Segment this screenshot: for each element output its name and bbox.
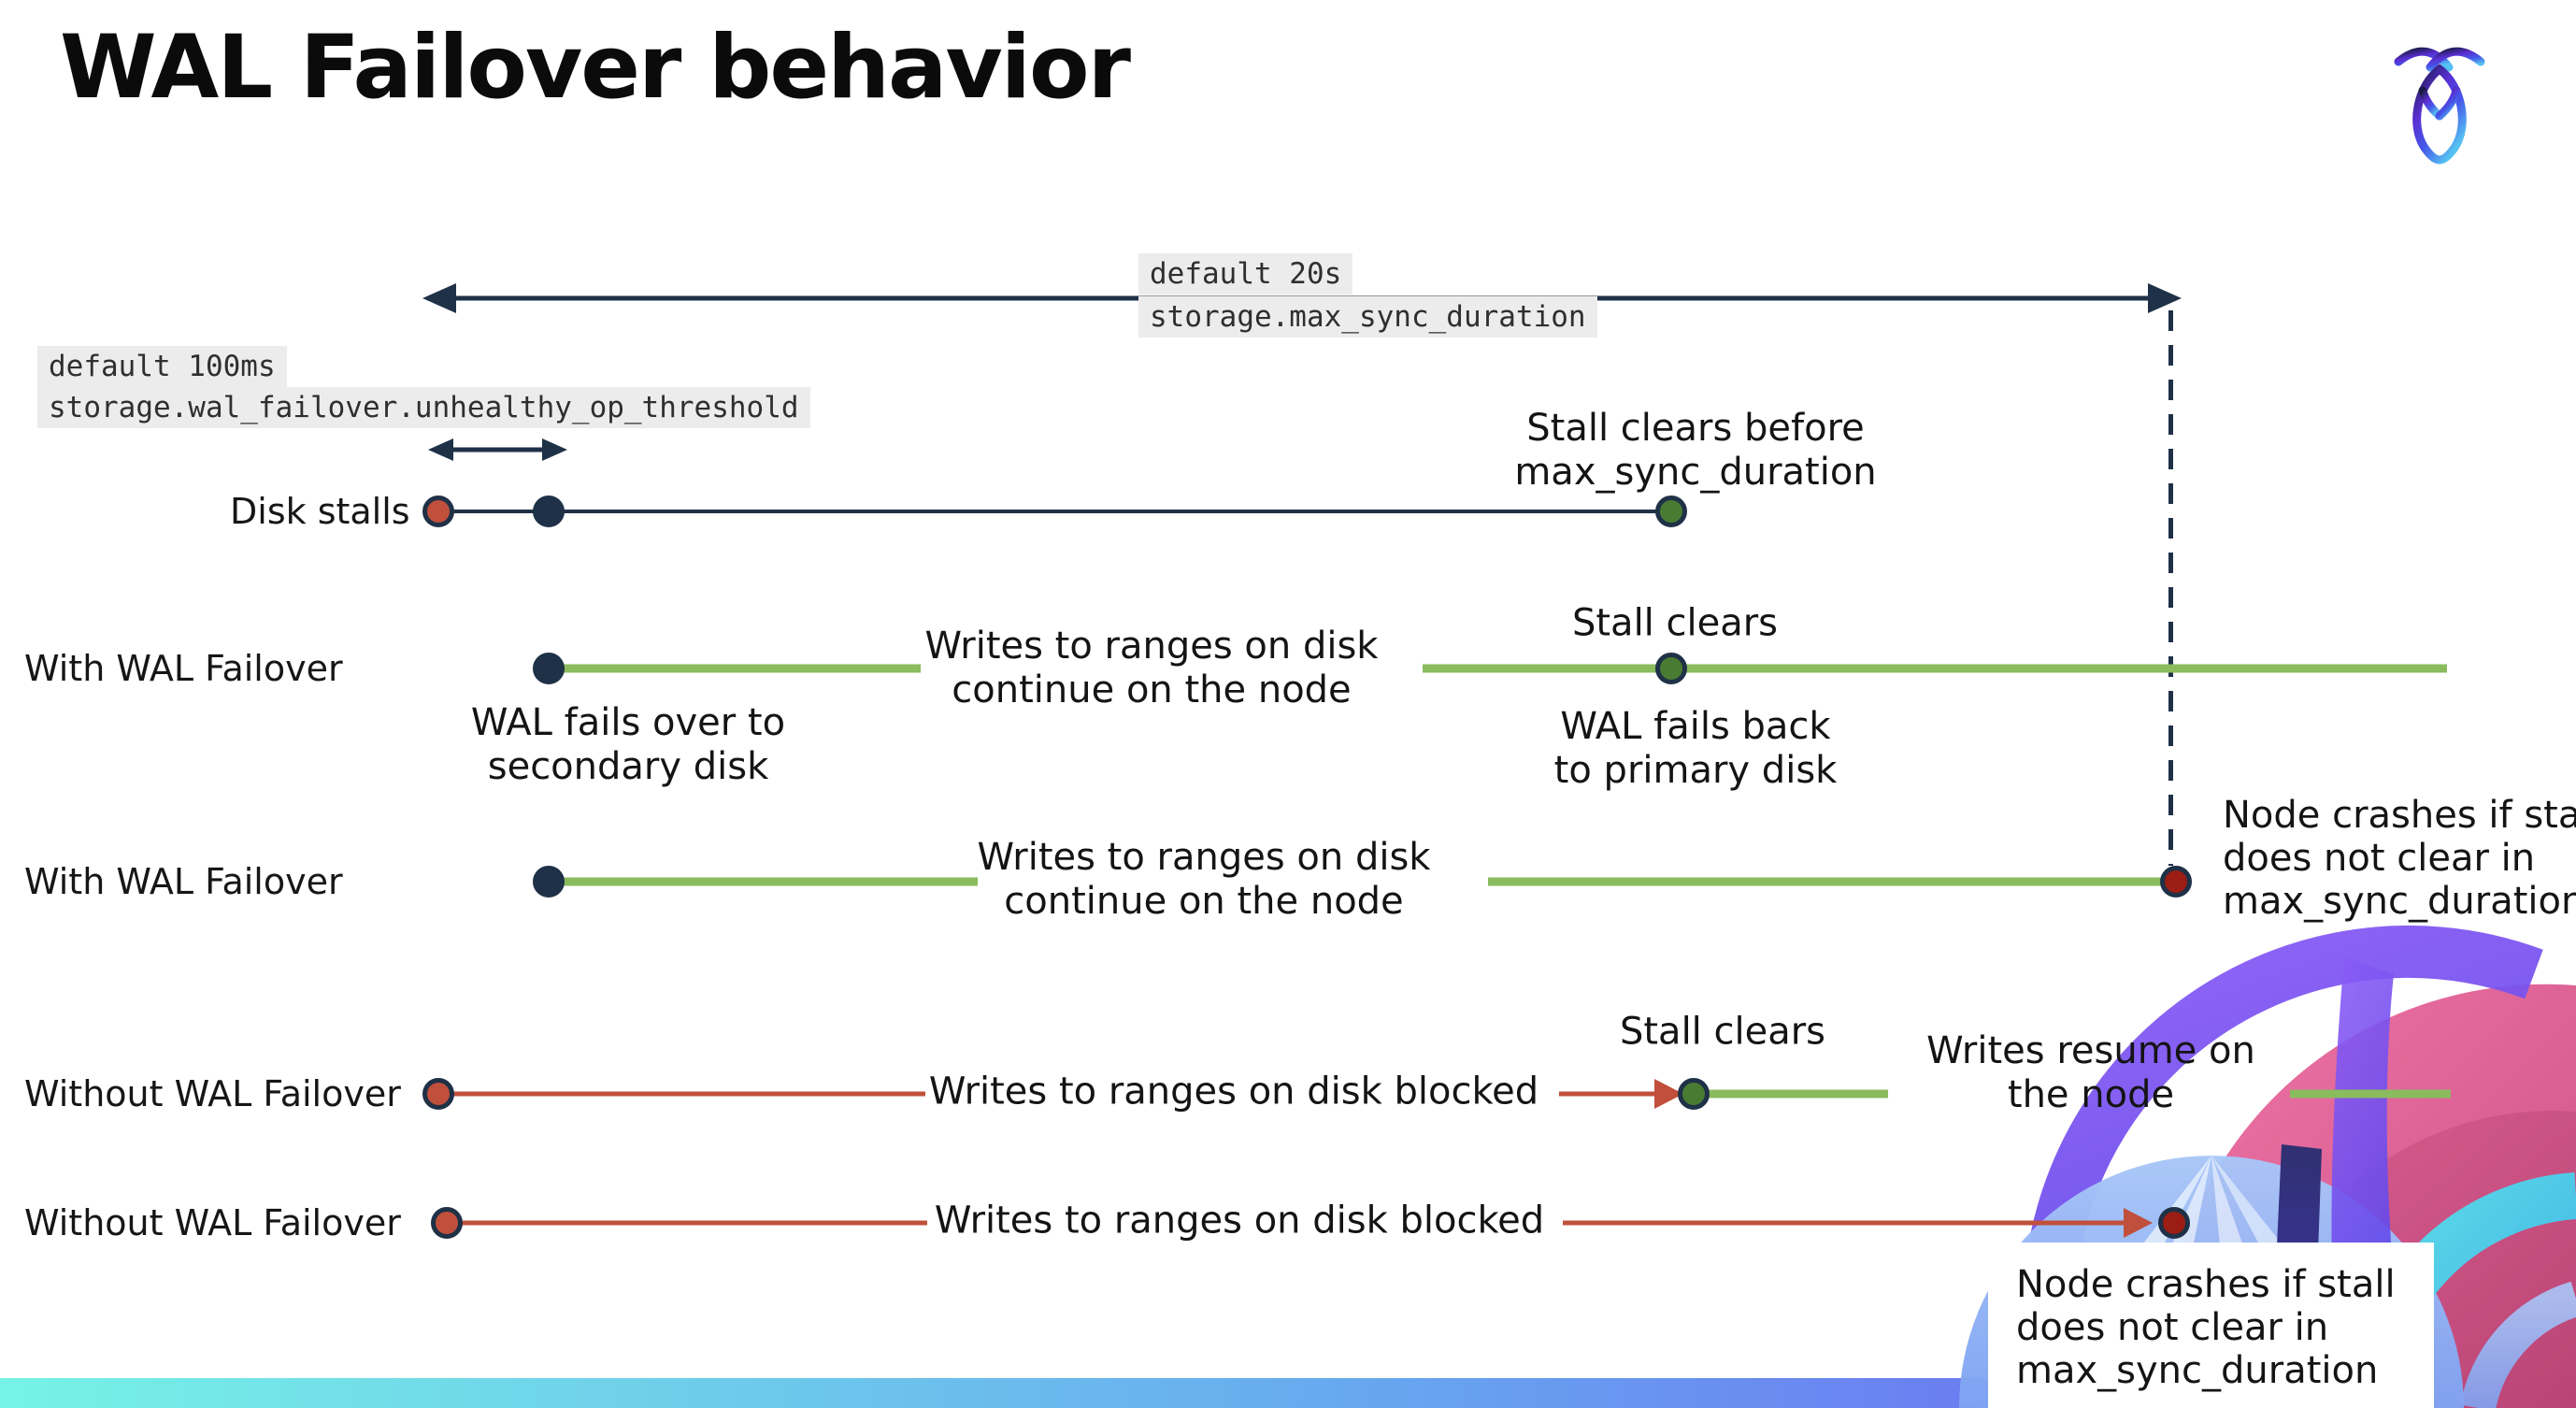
writes-blocked-line-1 [438, 1091, 925, 1097]
writes-continue-line-4 [1488, 877, 2176, 886]
node-crash-annotation-2: Node crashes if stall does not clear in … [1988, 1243, 2434, 1408]
op-threshold-default-callout: default 100ms [37, 346, 287, 388]
arrowhead-right-icon [2148, 283, 2182, 313]
writes-continue-annotation-2: Writes to ranges on disk continue on the… [977, 836, 1431, 923]
small-arrowhead-right-icon [542, 438, 567, 461]
small-arrowhead-left-icon [428, 438, 453, 461]
writes-resume-line-1 [1694, 1089, 1888, 1099]
row-label-with-wal-failover-2: With WAL Failover [24, 861, 343, 902]
stall-start-marker [422, 496, 454, 527]
red-arrowhead-icon-2 [2124, 1208, 2153, 1238]
writes-blocked-annotation-2: Writes to ranges on disk blocked [934, 1199, 1545, 1243]
failback-marker [1655, 653, 1687, 684]
wal-fails-back-annotation: WAL fails back to primary disk [1553, 705, 1838, 792]
stall-clears-before-annotation: Stall clears before max_sync_duration [1514, 407, 1877, 494]
writes-continue-line-3 [549, 877, 978, 886]
max-sync-setting-callout: storage.max_sync_duration [1138, 296, 1597, 338]
writes-resume-annotation: Writes resume on the node [1926, 1029, 2255, 1116]
op-threshold-setting-callout: storage.wal_failover.unhealthy_op_thresh… [37, 387, 810, 429]
stall-start-marker-3 [431, 1207, 463, 1239]
stall-clears-annotation-2: Stall clears [1619, 1010, 1826, 1054]
writes-continue-line-2 [1423, 664, 2447, 673]
writes-blocked-line-2 [1559, 1091, 1664, 1097]
failover-marker-2 [533, 866, 565, 898]
row-label-without-wal-failover-1: Without WAL Failover [24, 1073, 401, 1114]
arrowhead-left-icon [422, 283, 456, 313]
row-label-with-wal-failover-1: With WAL Failover [24, 648, 343, 689]
cockroachdb-logo-icon [2394, 47, 2485, 165]
wal-fails-over-annotation: WAL fails over to secondary disk [470, 701, 786, 788]
stall-clears-annotation-1: Stall clears [1571, 601, 1779, 645]
failover-marker [533, 653, 565, 684]
max-sync-default-callout: default 20s [1138, 253, 1353, 295]
node-crash-annotation-1: Node crashes if stall does not clear in … [2223, 794, 2576, 923]
page-title: WAL Failover behavior [60, 17, 1131, 119]
stall-clear-marker [1655, 496, 1687, 527]
writes-resume-line-2 [2290, 1089, 2451, 1099]
stall-start-marker-2 [422, 1078, 454, 1110]
op-threshold-span-line [443, 447, 548, 453]
disk-stall-timeline [438, 510, 1671, 513]
row-label-without-wal-failover-2: Without WAL Failover [24, 1202, 401, 1243]
writes-continue-line-1 [549, 664, 921, 673]
crash-marker-1 [2160, 866, 2192, 898]
writes-continue-annotation-1: Writes to ranges on disk continue on the… [924, 625, 1379, 711]
writes-blocked-line-3 [447, 1220, 927, 1226]
stall-clear-marker-2 [1678, 1078, 1710, 1110]
row-label-disk-stalls: Disk stalls [230, 491, 410, 532]
crash-marker-2 [2158, 1207, 2190, 1239]
writes-blocked-annotation-1: Writes to ranges on disk blocked [928, 1070, 1539, 1113]
failover-threshold-marker [533, 496, 565, 527]
writes-blocked-line-4 [1563, 1220, 2131, 1226]
max-sync-deadline-dashed-line [2168, 310, 2173, 866]
